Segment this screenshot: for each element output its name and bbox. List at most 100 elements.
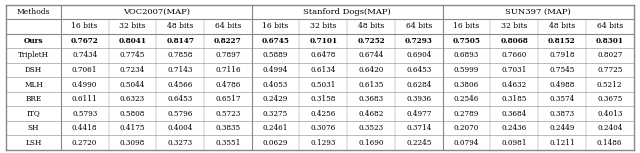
- Text: 0.7918: 0.7918: [549, 51, 575, 60]
- Text: 0.6517: 0.6517: [215, 95, 241, 103]
- Text: VOC2007(MAP): VOC2007(MAP): [123, 8, 190, 16]
- Text: 0.7725: 0.7725: [597, 66, 623, 74]
- Text: SUN397 (MAP): SUN397 (MAP): [505, 8, 571, 16]
- Text: 0.0629: 0.0629: [263, 139, 288, 147]
- Text: 0.7505: 0.7505: [452, 37, 481, 45]
- Text: 0.3873: 0.3873: [549, 110, 575, 118]
- Text: Methods: Methods: [17, 8, 51, 16]
- Text: 64 bits: 64 bits: [214, 22, 241, 30]
- Text: 0.4977: 0.4977: [406, 110, 431, 118]
- Text: ITQ: ITQ: [27, 110, 40, 118]
- Text: 0.6904: 0.6904: [406, 51, 431, 60]
- Text: MLH: MLH: [24, 80, 43, 89]
- Text: BRE: BRE: [26, 95, 42, 103]
- Text: 32 bits: 32 bits: [501, 22, 527, 30]
- Text: 0.1211: 0.1211: [549, 139, 575, 147]
- Text: 0.7545: 0.7545: [549, 66, 575, 74]
- Text: 0.5723: 0.5723: [215, 110, 241, 118]
- Text: 0.0794: 0.0794: [454, 139, 479, 147]
- Text: 0.0981: 0.0981: [502, 139, 527, 147]
- Text: 0.4013: 0.4013: [597, 110, 623, 118]
- Text: 0.5808: 0.5808: [120, 110, 145, 118]
- Text: 0.2546: 0.2546: [454, 95, 479, 103]
- Text: 0.2720: 0.2720: [72, 139, 97, 147]
- Text: 0.7234: 0.7234: [120, 66, 145, 74]
- Text: 0.7672: 0.7672: [71, 37, 99, 45]
- Text: 0.3098: 0.3098: [120, 139, 145, 147]
- Text: 0.3275: 0.3275: [263, 110, 288, 118]
- Text: 0.3835: 0.3835: [215, 124, 241, 132]
- Text: 0.4418: 0.4418: [72, 124, 97, 132]
- Text: 16 bits: 16 bits: [453, 22, 480, 30]
- Text: 0.8027: 0.8027: [597, 51, 623, 60]
- Text: 0.6893: 0.6893: [454, 51, 479, 60]
- Text: 0.6323: 0.6323: [120, 95, 145, 103]
- Text: 0.3551: 0.3551: [215, 139, 241, 147]
- Text: Ours: Ours: [24, 37, 44, 45]
- Text: 0.5999: 0.5999: [454, 66, 479, 74]
- Text: 0.2070: 0.2070: [454, 124, 479, 132]
- Text: 0.3523: 0.3523: [358, 124, 383, 132]
- Text: 0.4632: 0.4632: [502, 80, 527, 89]
- Text: 0.6284: 0.6284: [406, 80, 431, 89]
- Text: 0.2449: 0.2449: [549, 124, 575, 132]
- Text: 0.8041: 0.8041: [118, 37, 147, 45]
- Text: 0.8152: 0.8152: [548, 37, 576, 45]
- Text: 0.8227: 0.8227: [214, 37, 242, 45]
- Text: 0.8068: 0.8068: [500, 37, 528, 45]
- Text: Stanford Dogs(MAP): Stanford Dogs(MAP): [303, 8, 391, 16]
- Text: 0.6135: 0.6135: [358, 80, 384, 89]
- Text: LSH: LSH: [26, 139, 42, 147]
- Text: 0.8301: 0.8301: [596, 37, 624, 45]
- Text: 0.3936: 0.3936: [406, 95, 431, 103]
- Text: 0.3158: 0.3158: [310, 95, 336, 103]
- Text: 0.4566: 0.4566: [168, 80, 193, 89]
- Text: 0.7293: 0.7293: [405, 37, 433, 45]
- Text: 0.3185: 0.3185: [502, 95, 527, 103]
- Text: 0.6453: 0.6453: [168, 95, 193, 103]
- Text: 0.3273: 0.3273: [168, 139, 193, 147]
- Text: 0.7745: 0.7745: [120, 51, 145, 60]
- Text: 16 bits: 16 bits: [262, 22, 289, 30]
- Text: 0.7660: 0.7660: [502, 51, 527, 60]
- Text: 0.8147: 0.8147: [166, 37, 194, 45]
- Text: 0.2789: 0.2789: [454, 110, 479, 118]
- Text: 0.3675: 0.3675: [597, 95, 622, 103]
- Text: 0.7101: 0.7101: [309, 37, 337, 45]
- Text: 0.1690: 0.1690: [358, 139, 384, 147]
- Text: 0.4682: 0.4682: [358, 110, 384, 118]
- Text: 48 bits: 48 bits: [167, 22, 193, 30]
- Text: 0.7858: 0.7858: [168, 51, 193, 60]
- Text: 0.4990: 0.4990: [72, 80, 97, 89]
- Text: 0.7252: 0.7252: [357, 37, 385, 45]
- Text: 0.4004: 0.4004: [168, 124, 193, 132]
- Text: 0.7031: 0.7031: [502, 66, 527, 74]
- Text: 0.6420: 0.6420: [358, 66, 384, 74]
- Text: TripletH: TripletH: [18, 51, 49, 60]
- Text: 0.2461: 0.2461: [263, 124, 289, 132]
- Text: 16 bits: 16 bits: [72, 22, 98, 30]
- Text: 0.6453: 0.6453: [406, 66, 431, 74]
- Text: 0.2404: 0.2404: [597, 124, 623, 132]
- Text: 0.2245: 0.2245: [406, 139, 431, 147]
- Text: 0.6134: 0.6134: [310, 66, 336, 74]
- Text: 32 bits: 32 bits: [119, 22, 146, 30]
- Text: 0.3683: 0.3683: [358, 95, 383, 103]
- Text: 0.1293: 0.1293: [310, 139, 336, 147]
- Text: 0.6744: 0.6744: [358, 51, 384, 60]
- Text: 0.5031: 0.5031: [310, 80, 336, 89]
- Text: 0.4256: 0.4256: [310, 110, 336, 118]
- Text: 0.2429: 0.2429: [263, 95, 288, 103]
- Text: 0.5793: 0.5793: [72, 110, 97, 118]
- Text: 48 bits: 48 bits: [358, 22, 384, 30]
- Text: 0.7061: 0.7061: [72, 66, 97, 74]
- Text: 0.3806: 0.3806: [454, 80, 479, 89]
- Text: 0.4988: 0.4988: [549, 80, 575, 89]
- Text: 0.3076: 0.3076: [310, 124, 336, 132]
- Text: 0.6478: 0.6478: [310, 51, 336, 60]
- Text: 0.4053: 0.4053: [263, 80, 288, 89]
- Text: 0.4175: 0.4175: [120, 124, 145, 132]
- Text: 0.1486: 0.1486: [597, 139, 623, 147]
- Text: 0.7897: 0.7897: [215, 51, 241, 60]
- Text: 0.3684: 0.3684: [502, 110, 527, 118]
